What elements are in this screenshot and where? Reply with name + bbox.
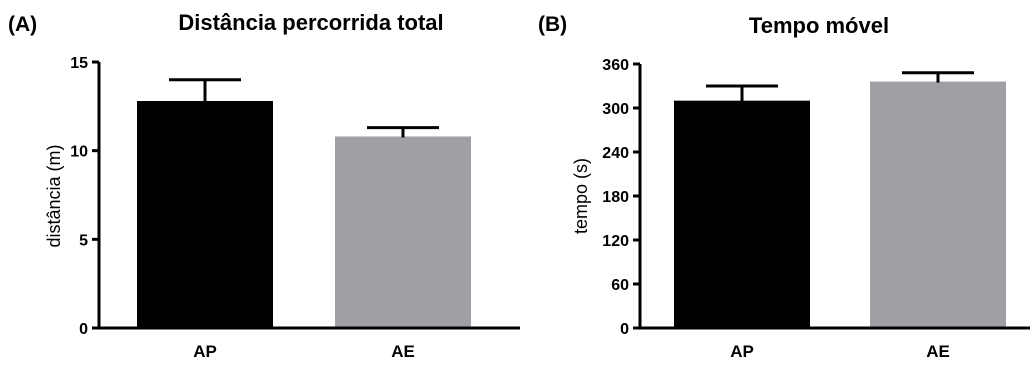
bar-ae-a: [335, 136, 471, 328]
y-tick-label-a: 10: [70, 144, 88, 161]
y-tick-label-b: 300: [602, 101, 629, 118]
x-tick-label-ap-b: AP: [730, 342, 754, 361]
y-tick-label-b: 180: [602, 189, 629, 206]
y-tick-label-b: 0: [620, 321, 629, 338]
bar-ae-b: [870, 81, 1006, 328]
x-tick-label-ae-b: AE: [926, 342, 950, 361]
y-tick-label-a: 0: [79, 321, 88, 338]
chart-panel-a: (A) Distância percorrida total distância…: [8, 10, 520, 361]
y-tick-label-a: 5: [79, 232, 88, 249]
y-tick-label-b: 60: [611, 277, 629, 294]
y-tick-label-b: 240: [602, 145, 629, 162]
chart-title-b: Tempo móvel: [749, 13, 889, 38]
y-tick-label-b: 120: [602, 233, 629, 250]
chart-title-a: Distância percorrida total: [178, 10, 443, 35]
x-tick-label-ae-a: AE: [391, 342, 415, 361]
panel-label-a: (A): [8, 13, 37, 36]
chart-panel-b: (B) Tempo móvel tempo (s) AP AE 0 60 120 180 2…: [538, 13, 1030, 361]
bar-ap-b: [674, 100, 810, 329]
panel-label-b: (B): [538, 13, 567, 36]
y-tick-label-a: 15: [70, 55, 88, 72]
y-tick-label-b: 360: [602, 57, 629, 74]
x-tick-label-ap-a: AP: [193, 342, 217, 361]
y-axis-title-a: distância (m): [44, 144, 64, 247]
bar-ap-a: [137, 101, 273, 328]
y-axis-title-b: tempo (s): [571, 158, 591, 234]
